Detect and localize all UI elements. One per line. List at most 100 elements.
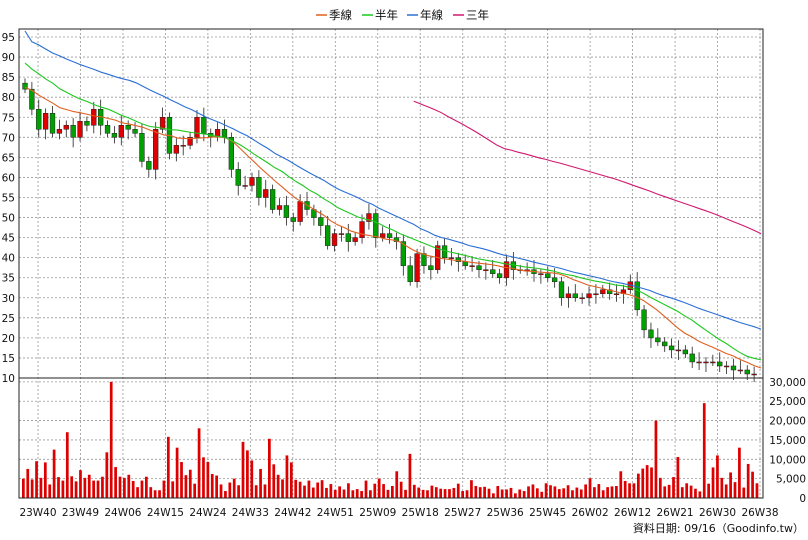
volume-bar (39, 477, 43, 498)
volume-bar (79, 470, 82, 498)
volume-bar (246, 450, 249, 498)
volume-bar (509, 487, 513, 498)
candle (483, 262, 489, 280)
candle-body (558, 281, 565, 299)
candle-body (607, 289, 613, 295)
price-tick-label: 35 (2, 273, 15, 285)
candle-body (682, 349, 688, 355)
volume-bar (505, 489, 508, 498)
x-tick-label: 26W12 (614, 507, 651, 519)
candle-body (318, 217, 324, 226)
volume-bar (386, 489, 390, 498)
volume-bar (575, 487, 579, 498)
x-tick-label: 26W38 (741, 507, 778, 519)
volume-bar (487, 488, 491, 498)
candle (359, 214, 365, 244)
volume-bar (610, 486, 614, 498)
volume-bar (544, 483, 548, 498)
x-tick-label: 24W06 (104, 507, 141, 519)
candle (737, 360, 744, 374)
legend-label-year: 年線 (420, 8, 443, 22)
volume-bar (628, 483, 631, 498)
candle (180, 135, 186, 156)
candle-body (421, 253, 427, 266)
volume-bar (298, 481, 302, 498)
candle (579, 292, 585, 304)
candle-body (366, 213, 372, 222)
candle (345, 223, 351, 252)
candle (668, 338, 675, 358)
volume-bar (373, 483, 377, 498)
candle (153, 122, 159, 180)
candle-body (159, 117, 166, 130)
candle-body (263, 189, 269, 198)
volume-bar (70, 476, 74, 498)
volume-bar (92, 480, 96, 498)
price-tick-label: 90 (2, 52, 15, 64)
volume-bar (329, 484, 333, 498)
candle-body (373, 213, 379, 238)
x-tick-label: 26W02 (572, 507, 609, 519)
candle (648, 322, 654, 348)
candle (173, 138, 179, 162)
volume-tick-label: 15,000 (769, 435, 806, 447)
volume-bar (250, 460, 254, 498)
candle-body (242, 185, 248, 187)
candle-body (345, 233, 351, 242)
x-tick-label: 24W33 (232, 507, 269, 519)
volume-bar (364, 480, 368, 498)
candle-body (393, 237, 400, 242)
price-tick-label: 20 (2, 333, 15, 345)
price-tick-label: 10 (2, 373, 15, 385)
volume-bar (272, 464, 276, 498)
candle (56, 119, 63, 140)
candle-body (201, 117, 207, 134)
x-tick-label: 25W18 (402, 507, 439, 519)
candle-body (132, 129, 138, 134)
volume-bar (22, 478, 25, 498)
candle (249, 172, 255, 192)
candle (723, 361, 730, 374)
volume-bar (232, 478, 236, 498)
candle (159, 107, 166, 134)
price-tick-label: 95 (2, 32, 15, 44)
volume-bar (259, 468, 262, 498)
volume-bar (694, 488, 697, 498)
x-tick-label: 25W27 (444, 507, 481, 519)
x-tick-label: 26W21 (657, 507, 694, 519)
x-tick-label: 23W40 (19, 507, 56, 519)
volume-bar (733, 482, 737, 498)
candle-body (703, 361, 709, 364)
volume-bar (285, 455, 289, 498)
volume-bar (114, 467, 117, 498)
candle (600, 284, 606, 298)
volume-bar (746, 463, 750, 498)
candle-body (586, 293, 592, 299)
volume-bar (118, 476, 122, 498)
candle (689, 346, 695, 368)
volume-bar (158, 490, 161, 498)
volume-bar (61, 480, 65, 498)
volume-bar (597, 484, 601, 498)
candle (545, 266, 551, 282)
volume-bar (439, 488, 443, 498)
volume-bar (228, 482, 232, 498)
candle (503, 254, 510, 286)
candle (373, 208, 379, 248)
candle-body (751, 373, 757, 376)
volume-bar (281, 479, 284, 498)
price-tick-label: 60 (2, 172, 15, 184)
volume-bar (645, 465, 649, 498)
volume-bar (637, 473, 640, 498)
volume-bar (35, 461, 38, 498)
legend-label-3year: 三年 (466, 8, 489, 22)
candle (283, 195, 290, 226)
volume-bar (347, 483, 350, 498)
volume-bar (478, 487, 482, 498)
candle-body (600, 289, 606, 295)
candle (208, 128, 214, 148)
candle (269, 184, 276, 214)
volume-bar (391, 486, 394, 498)
volume-bar (588, 478, 592, 498)
candle-body (63, 125, 69, 130)
